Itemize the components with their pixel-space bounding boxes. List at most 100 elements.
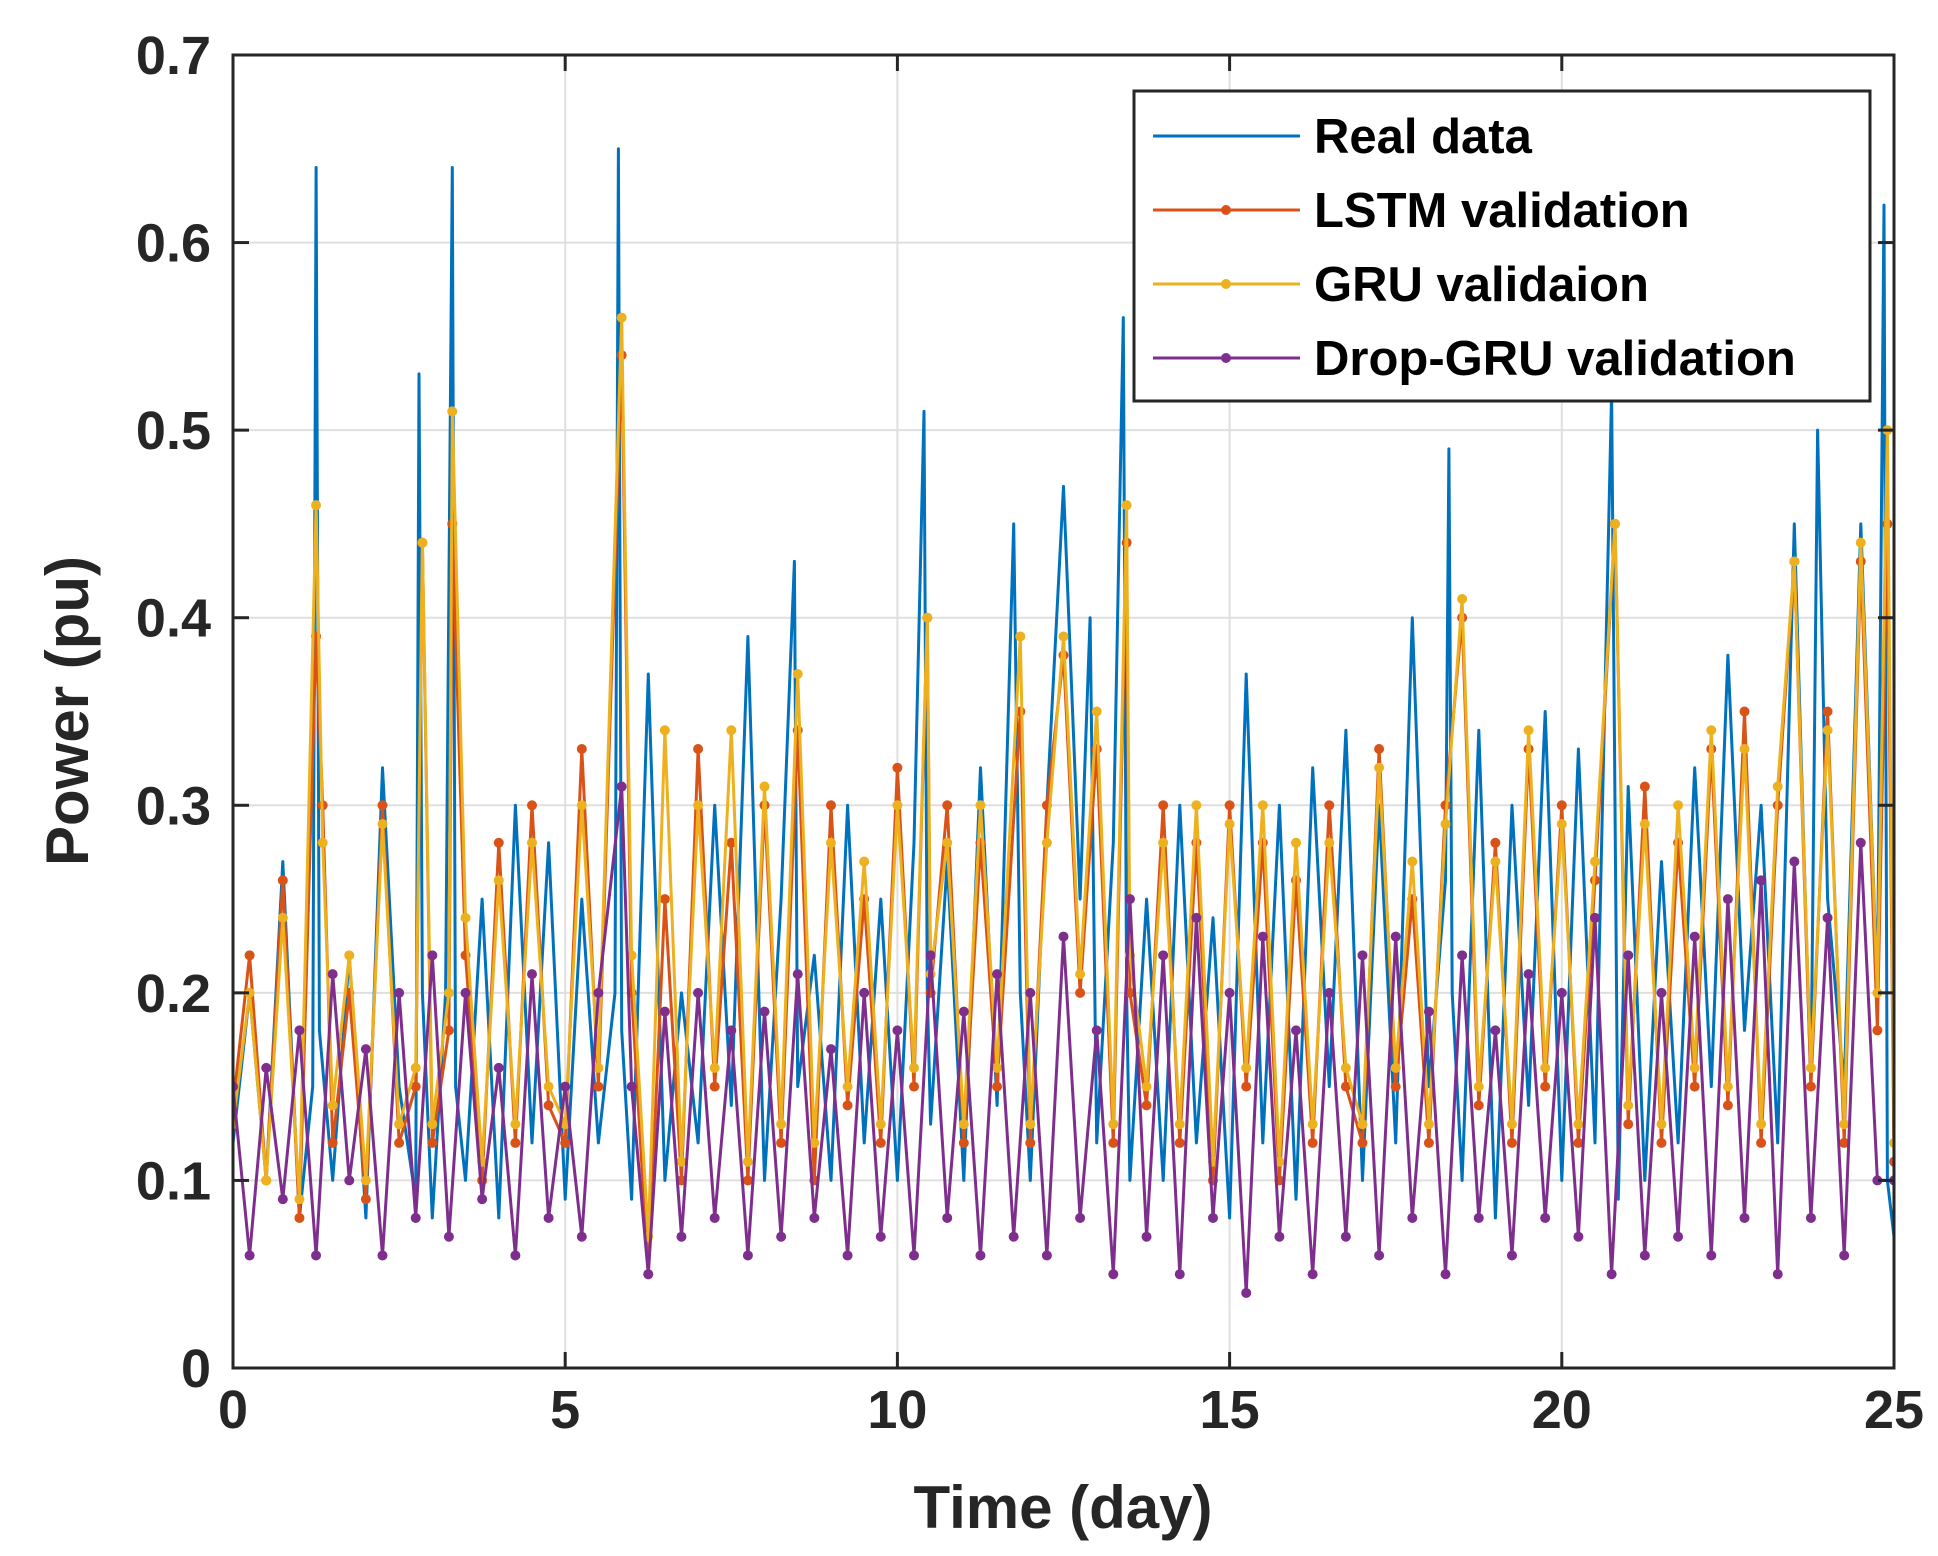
data-point <box>1224 800 1235 811</box>
data-point <box>1789 856 1800 867</box>
data-point <box>942 837 953 848</box>
y-axis-label: Power (pu) <box>34 556 101 866</box>
legend-entry-lstm-validation: LSTM validation <box>1153 184 1690 238</box>
data-point <box>560 1081 571 1092</box>
data-point <box>1041 1250 1052 1261</box>
data-point <box>1158 800 1169 811</box>
data-point <box>576 1231 587 1242</box>
data-point <box>1689 931 1700 942</box>
data-point <box>443 987 454 998</box>
data-point <box>1340 1081 1351 1092</box>
data-point <box>1839 1250 1850 1261</box>
data-point <box>842 1100 853 1111</box>
data-point <box>526 969 537 980</box>
data-point <box>543 1100 554 1111</box>
tick-labels: 0 5 10 15 20 25 0 0.1 0.2 0.3 0.4 0.5 0.6 0.7 <box>136 26 1924 1440</box>
data-point <box>1141 1081 1152 1092</box>
data-point <box>1174 1269 1185 1280</box>
data-point <box>1058 931 1069 942</box>
data-point <box>493 1062 504 1073</box>
axis-ticks <box>231 53 1896 1370</box>
data-point <box>1274 1231 1285 1242</box>
data-point <box>1158 837 1169 848</box>
data-point <box>616 312 627 323</box>
data-point <box>1540 1212 1551 1223</box>
data-point <box>922 612 933 623</box>
data-point <box>1407 1212 1418 1223</box>
data-point <box>842 1250 853 1261</box>
data-point <box>427 1119 438 1130</box>
data-point <box>1490 837 1501 848</box>
data-point <box>892 1025 903 1036</box>
data-point <box>1291 837 1302 848</box>
data-point <box>1174 1137 1185 1148</box>
y-tick-label: 0.5 <box>136 401 211 461</box>
data-point <box>1374 1250 1385 1261</box>
data-point <box>377 800 388 811</box>
data-point <box>294 1194 305 1205</box>
data-point <box>526 837 537 848</box>
data-point <box>1124 987 1135 998</box>
data-point <box>1506 1250 1517 1261</box>
data-point <box>892 800 903 811</box>
data-point <box>1307 1119 1318 1130</box>
data-point <box>277 875 288 886</box>
data-point <box>709 1212 720 1223</box>
data-point <box>443 1231 454 1242</box>
data-point <box>1158 950 1169 961</box>
data-point <box>776 1119 787 1130</box>
data-point <box>493 875 504 886</box>
data-point <box>394 1137 405 1148</box>
data-point <box>543 1081 554 1092</box>
data-point <box>742 1250 753 1261</box>
data-point <box>1855 537 1866 548</box>
data-point <box>560 1137 571 1148</box>
data-point <box>1540 1062 1551 1073</box>
data-point <box>460 912 471 923</box>
data-point <box>1324 800 1335 811</box>
data-point <box>892 762 903 773</box>
data-point <box>709 1081 720 1092</box>
data-point <box>1656 987 1667 998</box>
data-point <box>958 1119 969 1130</box>
data-point <box>1506 1137 1517 1148</box>
axes-box <box>231 53 1896 1370</box>
data-point <box>526 800 537 811</box>
data-point <box>1739 706 1750 717</box>
data-point <box>510 1119 521 1130</box>
data-point <box>1141 1231 1152 1242</box>
data-point <box>1639 1250 1650 1261</box>
data-point <box>626 1081 637 1092</box>
data-point <box>909 1081 920 1092</box>
data-point <box>1639 819 1650 830</box>
data-point <box>825 837 836 848</box>
data-point <box>1423 1119 1434 1130</box>
data-point <box>875 1119 886 1130</box>
data-point <box>643 1269 654 1280</box>
data-point <box>394 1119 405 1130</box>
data-point <box>1805 1062 1816 1073</box>
data-point <box>477 1194 488 1205</box>
data-point <box>1789 556 1800 567</box>
data-point <box>659 725 670 736</box>
data-point <box>443 1025 454 1036</box>
data-point <box>1606 1269 1617 1280</box>
legend-marker-drop-gru-validation <box>1221 353 1231 363</box>
x-tick-label: 15 <box>1200 1380 1260 1440</box>
data-point <box>427 1137 438 1148</box>
data-point <box>1473 1212 1484 1223</box>
data-point <box>394 987 405 998</box>
data-point <box>1623 1100 1634 1111</box>
data-point <box>1357 1137 1368 1148</box>
data-point <box>377 819 388 830</box>
x-tick-label: 0 <box>218 1380 248 1440</box>
legend-entry-gru-validaion: GRU validaion <box>1153 258 1649 312</box>
data-point <box>1722 1081 1733 1092</box>
data-point <box>1241 1062 1252 1073</box>
data-point <box>1257 800 1268 811</box>
data-point <box>825 1044 836 1055</box>
data-point <box>1822 706 1833 717</box>
data-point <box>1075 969 1086 980</box>
legend-marker-gru-validaion <box>1221 279 1231 289</box>
data-point <box>792 668 803 679</box>
